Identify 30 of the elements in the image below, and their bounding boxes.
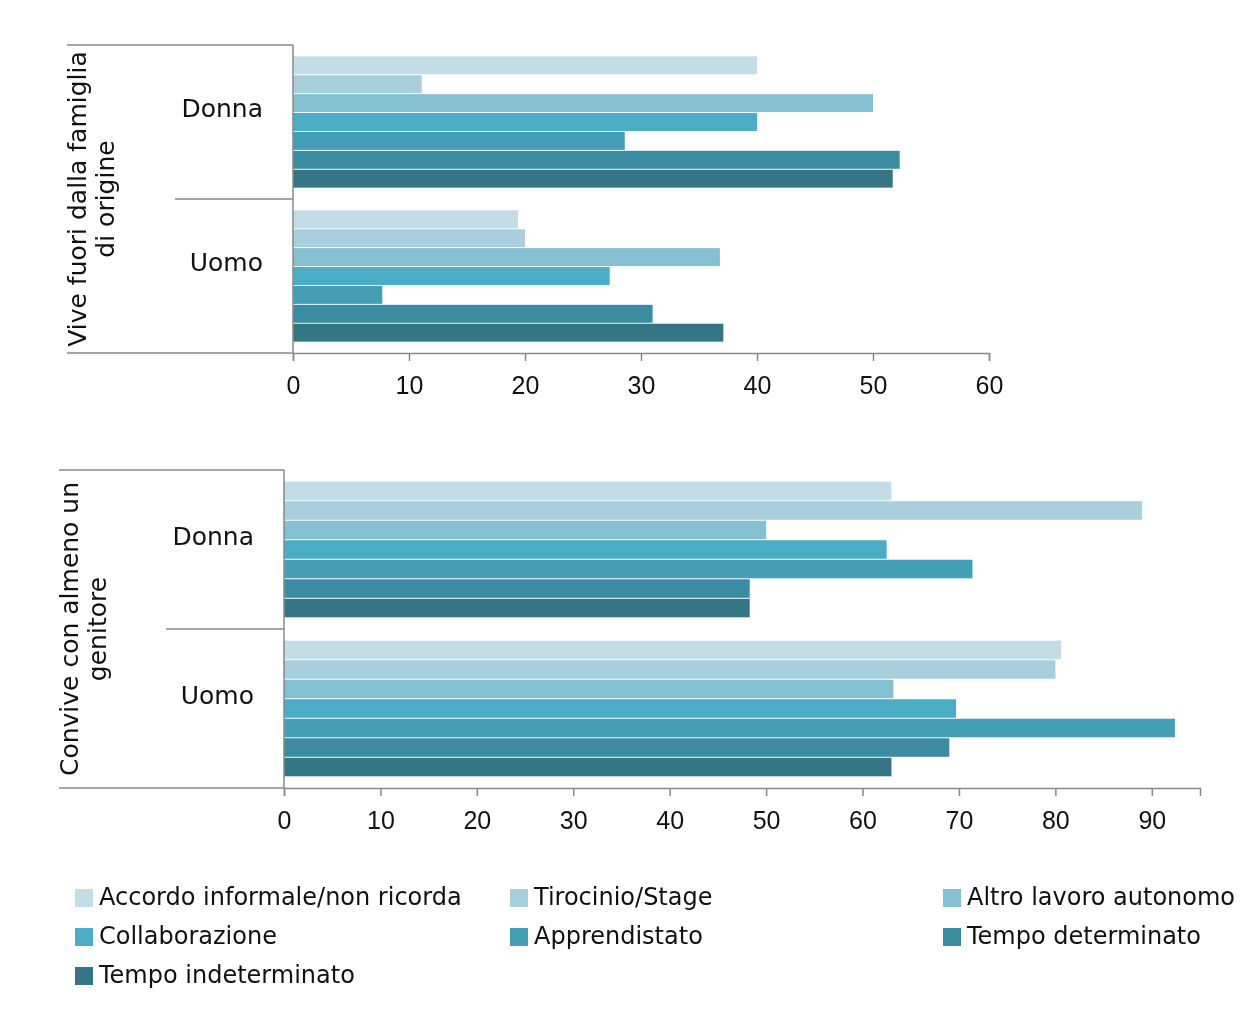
x-tick-label: 60 [849,806,877,834]
y-tick-label: Uomo [189,248,263,277]
x-tick-label: 90 [1138,806,1167,834]
legend-label: Apprendistato [534,922,703,950]
y-tick-label: Donna [181,94,263,123]
x-tick-label: 50 [752,806,781,834]
x-tick-label: 10 [367,806,395,834]
y-axis-title: Convive con almeno un genitore [55,481,112,777]
x-tick-label: 60 [975,371,1004,399]
legend-label: Collaborazione [99,922,277,950]
x-tick-label: 40 [743,371,772,399]
x-tick-label: 30 [559,806,588,834]
x-tick-label: 10 [395,371,424,399]
x-tick-label: 40 [656,806,685,834]
x-tick-label: 20 [463,806,492,834]
x-tick-label: 80 [1041,806,1070,834]
legend-label: Tempo determinato [966,922,1201,950]
legend-label: Altro lavoro autonomo [967,883,1236,911]
y-axis-title: Vive fuori dalla famiglia di origine [63,51,120,347]
y-tick-label: Uomo [180,680,254,710]
x-tick-label: 30 [627,371,656,399]
x-tick-label: 0 [277,806,292,834]
legend-label: Tirocinio/Stage [533,883,713,911]
x-tick-label: 0 [286,371,301,399]
legend-label: Tempo indeterminato [98,961,355,989]
x-tick-label: 70 [945,806,974,834]
legend-label: Accordo informale/non ricorda [99,883,462,911]
x-tick-label: 50 [859,371,888,399]
x-tick-label: 20 [511,371,540,399]
y-tick-label: Donna [172,521,254,551]
